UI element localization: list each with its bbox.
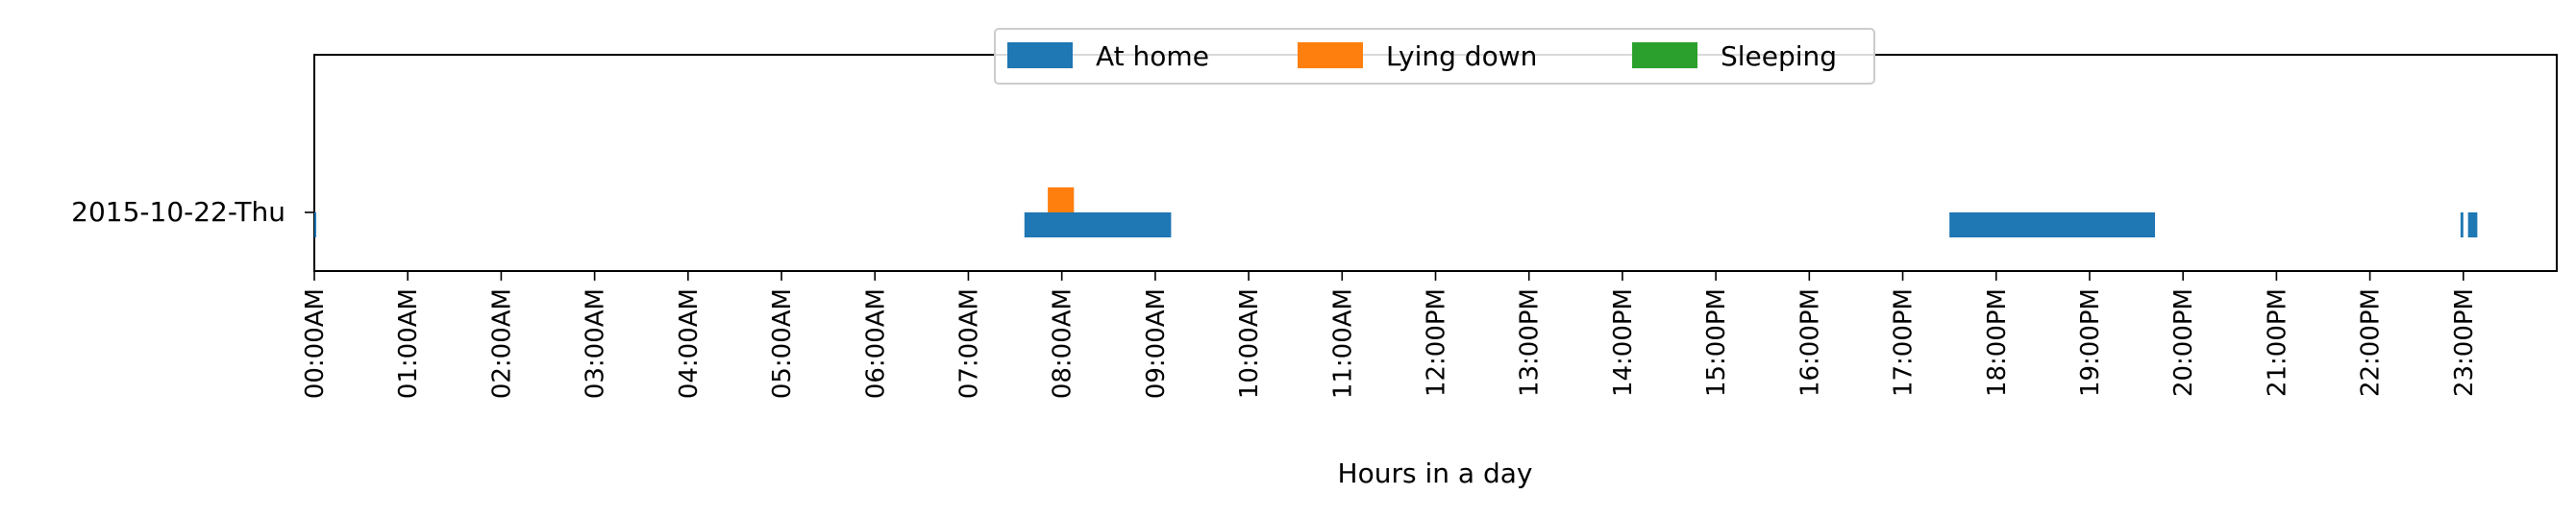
legend-label: At home [1096,40,1209,72]
bars-layer [314,187,2478,237]
x-tick-label: 22:00PM [2357,288,2386,397]
x-tick-label: 01:00AM [394,288,423,399]
y-category-label: 2015-10-22-Thu [71,196,285,228]
interval-bar-at-home [1949,212,2156,237]
x-tick-label: 03:00AM [582,288,610,399]
interval-bar-lying-down [1048,187,1075,212]
x-tick-label: 19:00PM [2076,288,2105,397]
x-tick-label: 12:00PM [1423,288,1451,397]
legend-swatch [1007,42,1073,68]
x-tick-label: 10:00AM [1235,288,1264,399]
legend-swatch [1298,42,1363,68]
x-tick-label: 07:00AM [954,288,983,399]
x-tick-label: 18:00PM [1983,288,2012,397]
x-tick-label: 21:00PM [2263,288,2291,397]
x-tick-label: 08:00AM [1049,288,1077,399]
legend: At home Lying down Sleeping [994,28,1875,85]
x-tick-label: 23:00PM [2450,288,2479,397]
legend-swatch [1632,42,1697,68]
x-axis-label: Hours in a day [1338,457,1533,489]
x-tick-label: 09:00AM [1142,288,1171,399]
interval-bar-at-home [1024,212,1172,237]
interval-bar-at-home [2467,212,2478,237]
legend-label: Sleeping [1721,40,1837,72]
x-tick-label: 20:00PM [2169,288,2198,397]
x-tick-label: 05:00AM [768,288,797,399]
x-tick-label: 14:00PM [1609,288,1638,397]
x-axis: 00:00AM 01:00AM 02:00AM 03:00AM 04:00AM 05:00… [301,271,2479,399]
x-tick-label: 11:00AM [1328,288,1357,399]
x-tick-label: 02:00AM [487,288,516,399]
x-tick-label: 15:00PM [1702,288,1731,397]
x-tick-label: 06:00AM [861,288,890,399]
interval-bar-at-home [314,212,316,237]
y-axis: 2015-10-22-Thu [71,196,314,228]
x-tick-label: 13:00PM [1516,288,1545,397]
x-tick-label: 16:00PM [1796,288,1824,397]
x-tick-label: 04:00AM [675,288,704,399]
x-tick-label: 17:00PM [1890,288,1919,397]
legend-label: Lying down [1386,40,1537,72]
interval-bar-at-home [2460,212,2464,237]
x-tick-label: 00:00AM [301,288,330,399]
